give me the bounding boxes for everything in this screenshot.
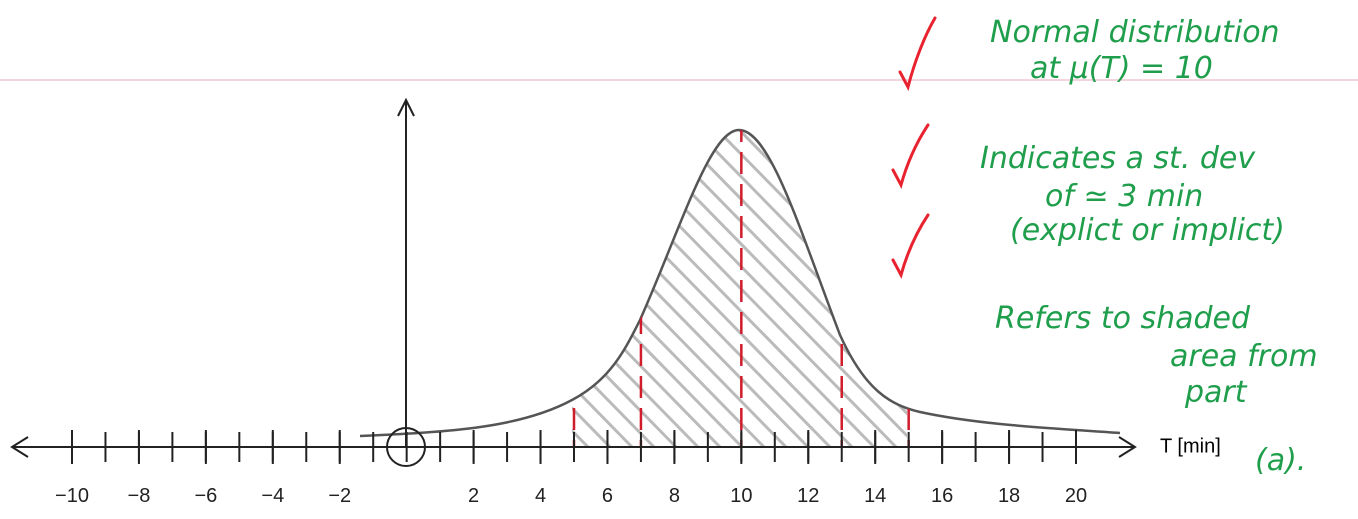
tick-label: −10 (55, 485, 89, 507)
hatch-line (572, 130, 788, 447)
hatch-line (572, 130, 854, 447)
annotation-line: (explict or implict) (1010, 213, 1285, 248)
hatch-line (686, 130, 907, 447)
tick-label: 16 (931, 485, 953, 507)
hatch-line (226, 100, 566, 447)
annotation-line: Indicates a st. dev (980, 141, 1256, 176)
hatch-line (1326, 100, 1358, 447)
hatch-line (1282, 100, 1358, 447)
tick-label: 8 (669, 485, 680, 507)
hatch-line (576, 130, 907, 447)
hatch-line (204, 100, 544, 447)
hatch-line (572, 130, 744, 447)
annotation-line: Refers to shaded (995, 301, 1251, 336)
tick-label: 12 (797, 485, 819, 507)
dashed-lines (572, 130, 910, 447)
hatch-line (642, 130, 907, 447)
hatch-line (1238, 100, 1358, 447)
hatch-line (620, 130, 907, 447)
hatch-line (572, 130, 612, 447)
hatch-line (572, 130, 810, 447)
checkmarks (891, 16, 937, 280)
hatch-line (1348, 100, 1358, 447)
axis-arrows (10, 436, 1137, 458)
tick-label: −8 (128, 485, 151, 507)
tick-label: 2 (468, 485, 479, 507)
tick-label: −4 (261, 485, 284, 507)
hatch-line (160, 100, 500, 447)
hatch-line (1304, 100, 1358, 447)
annotation-line: at μ(T) = 10 (1030, 51, 1213, 86)
hatch-line (182, 100, 522, 447)
hatch-line (572, 130, 876, 447)
annotation-line: (a). (1255, 443, 1306, 478)
hatch-line (572, 130, 898, 447)
hatch-line (664, 130, 907, 447)
hatch-line (1260, 100, 1358, 447)
tick-label: 18 (998, 485, 1020, 507)
tick-label: 10 (730, 485, 752, 507)
hatch-line (572, 130, 590, 447)
hatch-line (598, 130, 907, 447)
annotation-line: area from (1170, 339, 1318, 374)
tick-label: 14 (864, 485, 886, 507)
origin-circle (386, 427, 426, 467)
tick-label: 4 (535, 485, 546, 507)
annotation-line: part (1184, 375, 1248, 410)
tick-label: 6 (602, 485, 613, 507)
vertical-arrow (397, 97, 415, 117)
tick-label: −6 (194, 485, 217, 507)
curve (359, 128, 1121, 438)
axis-label: T [min] (1160, 435, 1221, 457)
hatch-line (572, 130, 722, 447)
tick-label: 20 (1065, 485, 1087, 507)
tick-label: −2 (328, 485, 351, 507)
hatch-line (572, 130, 700, 447)
hatch-line (572, 130, 678, 447)
annotation-line: of ≃ 3 min (1045, 179, 1203, 214)
hatch-line (572, 130, 656, 447)
annotation-line: Normal distribution (990, 15, 1280, 50)
